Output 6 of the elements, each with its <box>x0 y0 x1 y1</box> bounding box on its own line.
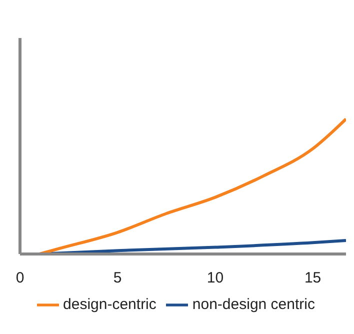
x-tick-label: 10 <box>206 270 224 287</box>
x-tick-label: 0 <box>16 270 24 287</box>
legend-label: non-design centric <box>192 296 315 313</box>
legend-label: design-centric <box>63 296 156 313</box>
x-tick-label: 5 <box>113 270 122 287</box>
x-tick-label: 15 <box>304 270 322 287</box>
